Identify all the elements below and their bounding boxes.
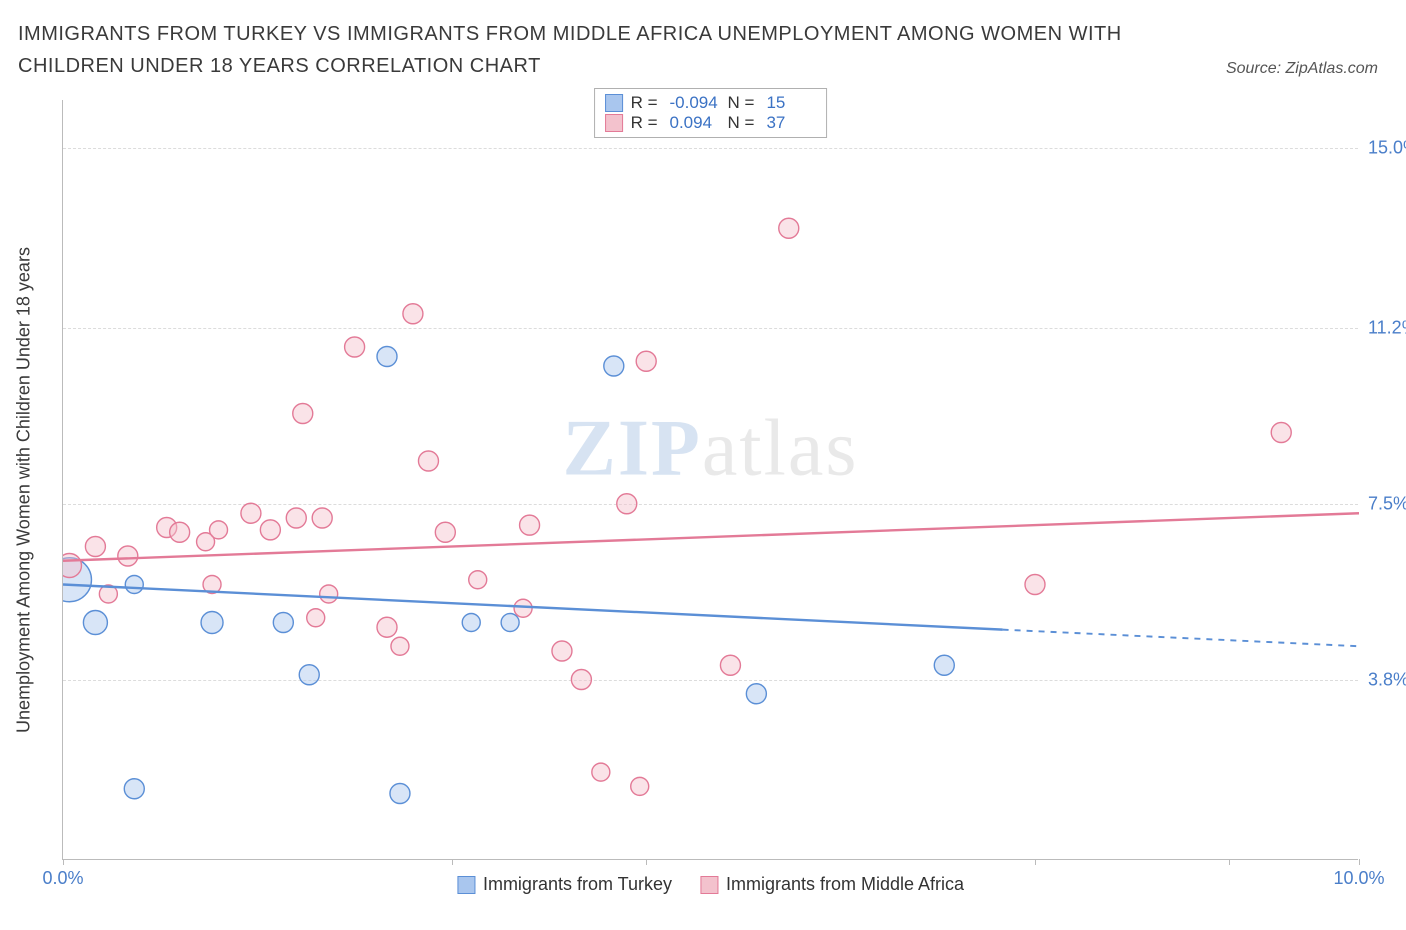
scatter-point [377, 347, 397, 367]
header-row: IMMIGRANTS FROM TURKEY VS IMMIGRANTS FRO… [0, 0, 1406, 82]
chart-title: IMMIGRANTS FROM TURKEY VS IMMIGRANTS FRO… [18, 18, 1138, 82]
scatter-point [85, 537, 105, 557]
plot-svg [63, 100, 1359, 860]
scatter-point [125, 576, 143, 594]
scatter-point [293, 404, 313, 424]
n-label: N = [728, 113, 755, 133]
scatter-point [273, 613, 293, 633]
legend-label: Immigrants from Turkey [483, 874, 672, 895]
scatter-point [312, 508, 332, 528]
scatter-point [201, 612, 223, 634]
scatter-point [746, 684, 766, 704]
scatter-point [617, 494, 637, 514]
correlation-legend-row: R = 0.094 N = 37 [605, 113, 817, 133]
legend-label: Immigrants from Middle Africa [726, 874, 964, 895]
scatter-point [1271, 423, 1291, 443]
scatter-point [501, 614, 519, 632]
source-label: Source: ZipAtlas.com [1226, 60, 1378, 82]
scatter-point [720, 655, 740, 675]
scatter-point [934, 655, 954, 675]
scatter-point [320, 585, 338, 603]
scatter-point [418, 451, 438, 471]
legend-item-turkey: Immigrants from Turkey [457, 874, 672, 895]
scatter-point [377, 617, 397, 637]
scatter-point [636, 351, 656, 371]
y-tick-label: 3.8% [1368, 669, 1406, 690]
scatter-point [435, 522, 455, 542]
x-tick-label: 10.0% [1333, 868, 1384, 889]
r-label: R = [631, 93, 658, 113]
scatter-point [63, 554, 81, 578]
trend-line-extrapolated [1003, 630, 1359, 647]
scatter-point [241, 503, 261, 523]
scatter-point [604, 356, 624, 376]
r-label: R = [631, 113, 658, 133]
scatter-point [118, 546, 138, 566]
n-value: 37 [766, 113, 816, 133]
legend-swatch-turkey [457, 876, 475, 894]
legend-swatch-middle-africa [700, 876, 718, 894]
scatter-point [299, 665, 319, 685]
scatter-point [631, 777, 649, 795]
scatter-point [345, 337, 365, 357]
series-legend: Immigrants from Turkey Immigrants from M… [457, 874, 964, 895]
chart-container: Unemployment Among Women with Children U… [34, 100, 1384, 880]
x-tick-label: 0.0% [42, 868, 83, 889]
legend-swatch-turkey [605, 94, 623, 112]
y-tick-label: 15.0% [1368, 137, 1406, 158]
scatter-point [286, 508, 306, 528]
correlation-legend: R = -0.094 N = 15 R = 0.094 N = 37 [594, 88, 828, 138]
scatter-point [260, 520, 280, 540]
x-tick-mark [1359, 859, 1360, 865]
correlation-legend-row: R = -0.094 N = 15 [605, 93, 817, 113]
legend-item-middle-africa: Immigrants from Middle Africa [700, 874, 964, 895]
scatter-point [462, 614, 480, 632]
n-value: 15 [766, 93, 816, 113]
scatter-point [390, 784, 410, 804]
scatter-point [779, 218, 799, 238]
scatter-point [552, 641, 572, 661]
y-axis-label: Unemployment Among Women with Children U… [14, 247, 35, 733]
legend-swatch-middle-africa [605, 114, 623, 132]
y-tick-label: 7.5% [1368, 493, 1406, 514]
scatter-point [391, 637, 409, 655]
scatter-point [170, 522, 190, 542]
y-tick-label: 11.2% [1368, 318, 1406, 339]
scatter-point [469, 571, 487, 589]
scatter-point [210, 521, 228, 539]
scatter-point [520, 515, 540, 535]
scatter-plot: ZIPatlas R = -0.094 N = 15 R = 0.094 N =… [62, 100, 1358, 860]
scatter-point [514, 599, 532, 617]
scatter-point [592, 763, 610, 781]
scatter-point [307, 609, 325, 627]
n-label: N = [728, 93, 755, 113]
scatter-point [124, 779, 144, 799]
r-value: 0.094 [670, 113, 720, 133]
scatter-point [1025, 575, 1045, 595]
scatter-point [403, 304, 423, 324]
r-value: -0.094 [670, 93, 720, 113]
scatter-point [571, 670, 591, 690]
scatter-point [83, 611, 107, 635]
